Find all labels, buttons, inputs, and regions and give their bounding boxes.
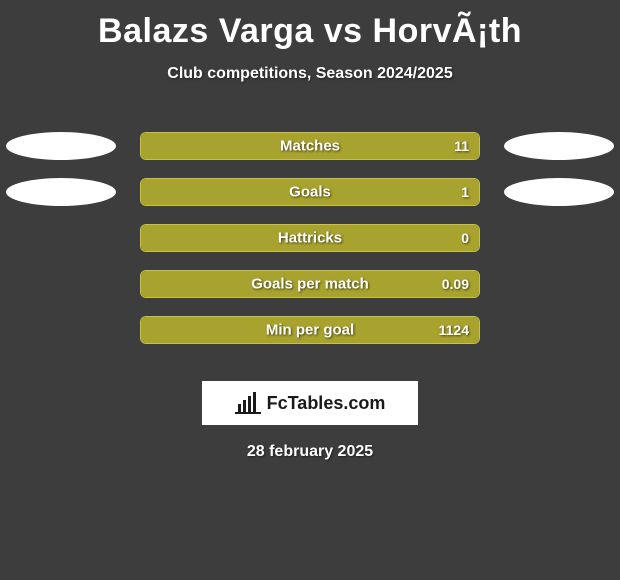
stat-bar: Matches 11 <box>140 132 480 160</box>
stat-label: Goals per match <box>251 276 369 293</box>
stat-bar: Hattricks 0 <box>140 224 480 252</box>
player-ellipse-left <box>6 178 116 206</box>
stat-bar: Goals per match 0.09 <box>140 270 480 298</box>
stat-row: Matches 11 <box>0 123 620 169</box>
stat-bar: Min per goal 1124 <box>140 316 480 344</box>
chart-icon <box>235 392 261 414</box>
stat-value: 1124 <box>439 322 469 338</box>
stat-row: Hattricks 0 <box>0 215 620 261</box>
stat-label: Hattricks <box>278 230 342 247</box>
player-ellipse-right <box>504 132 614 160</box>
stat-value: 0.09 <box>442 276 469 292</box>
stat-row: Goals 1 <box>0 169 620 215</box>
player-ellipse-left <box>6 132 116 160</box>
branding-box: FcTables.com <box>202 381 418 425</box>
stat-label: Matches <box>280 138 340 155</box>
branding-label: FcTables.com <box>267 393 386 414</box>
stat-label: Goals <box>289 184 331 201</box>
stat-value: 1 <box>461 184 469 200</box>
stat-row: Goals per match 0.09 <box>0 261 620 307</box>
stat-rows: Matches 11 Goals 1 Hattricks 0 Goals per match… <box>0 123 620 353</box>
page-subtitle: Club competitions, Season 2024/2025 <box>0 65 620 83</box>
stat-value: 11 <box>454 138 469 154</box>
stat-label: Min per goal <box>266 322 354 339</box>
date-label: 28 february 2025 <box>0 443 620 461</box>
stat-bar: Goals 1 <box>140 178 480 206</box>
stat-row: Min per goal 1124 <box>0 307 620 353</box>
player-ellipse-right <box>504 178 614 206</box>
stat-value: 0 <box>461 230 469 246</box>
page-title: Balazs Varga vs HorvÃ¡th <box>0 0 620 51</box>
